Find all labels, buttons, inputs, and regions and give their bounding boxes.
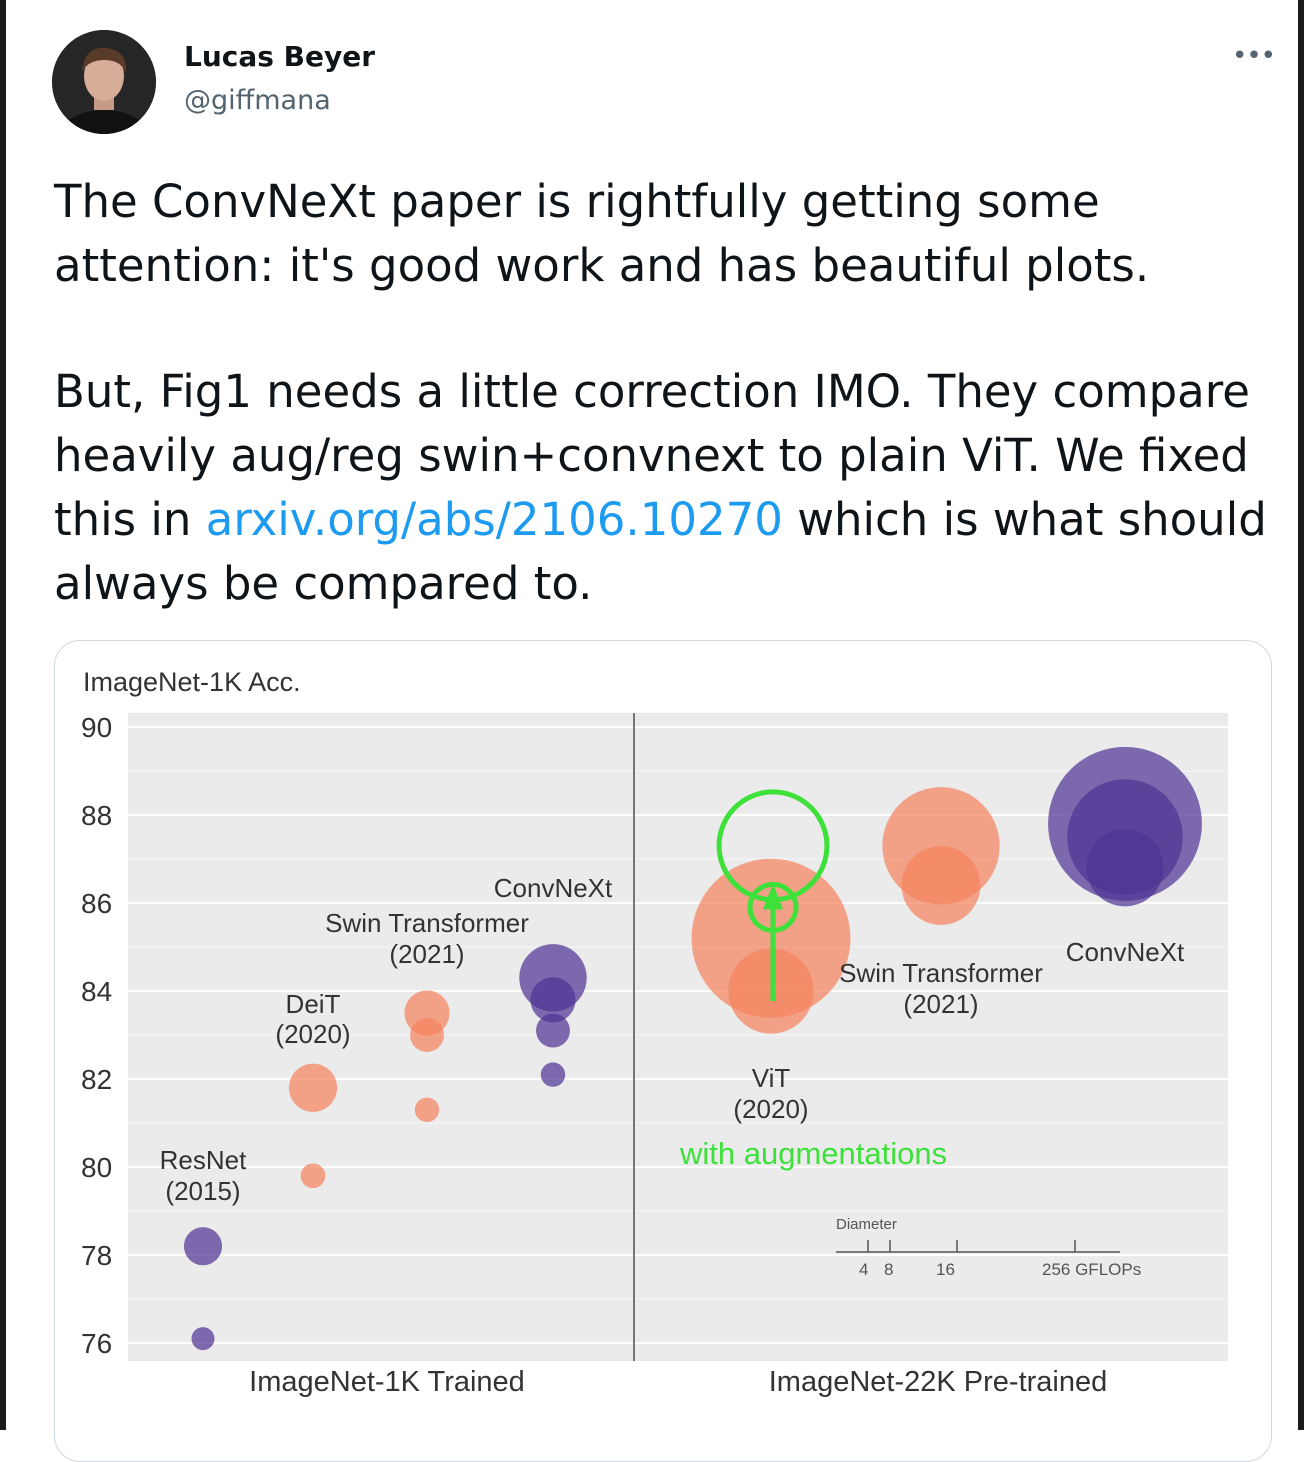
panel-label-right: ImageNet-22K Pre-trained bbox=[769, 1366, 1108, 1398]
author-handle[interactable]: @giffmana bbox=[184, 85, 331, 116]
arxiv-link[interactable]: arxiv.org/abs/2106.10270 bbox=[205, 493, 783, 546]
series-label-name: ConvNeXt bbox=[494, 873, 613, 903]
size-legend: Diameter 4 8 16 256 GFLOPs bbox=[836, 1216, 1141, 1279]
size-legend-label-256: 256 GFLOPs bbox=[1042, 1260, 1141, 1279]
y-tick-label: 84 bbox=[81, 976, 112, 1007]
annotation-arrow-head bbox=[763, 883, 783, 910]
avatar-photo bbox=[52, 30, 156, 134]
series-label-year: (2015) bbox=[165, 1176, 240, 1206]
y-tick-label: 90 bbox=[81, 712, 112, 743]
tweet-text: The ConvNeXt paper is rightfully getting… bbox=[54, 170, 1284, 616]
series-label-year: (2020) bbox=[733, 1094, 808, 1124]
series-label-year: (2021) bbox=[389, 939, 464, 969]
tweet-text-before-link: But, Fig1 needs a little correction IMO.… bbox=[54, 365, 1250, 546]
bubble-deit bbox=[288, 1063, 338, 1112]
bubble-layer bbox=[183, 746, 1202, 1351]
series-labels: ResNet(2015)DeiT(2020)Swin Transformer(2… bbox=[160, 873, 1185, 1206]
media-image-card[interactable]: ImageNet-1K Acc. 90 88 86 84 82 80 78 76 ResNet… bbox=[54, 640, 1272, 1462]
series-label-name: DeiT bbox=[286, 989, 341, 1019]
window-frame-left bbox=[0, 0, 6, 1430]
y-tick-label: 78 bbox=[81, 1240, 112, 1271]
size-legend-label-16: 16 bbox=[936, 1260, 955, 1279]
bubble-resnet bbox=[183, 1227, 223, 1266]
window-frame-right bbox=[1298, 0, 1304, 1430]
tweet-paragraph-2: But, Fig1 needs a little correction IMO.… bbox=[54, 360, 1284, 616]
y-tick-label: 88 bbox=[81, 800, 112, 831]
y-tick-label: 80 bbox=[81, 1152, 112, 1183]
y-tick-label: 86 bbox=[81, 888, 112, 919]
y-tick-label: 76 bbox=[81, 1328, 112, 1359]
more-options-button[interactable]: ••• bbox=[1232, 38, 1276, 74]
bubble-swin-transformer bbox=[901, 845, 981, 925]
panel-label-left: ImageNet-1K Trained bbox=[249, 1366, 525, 1398]
bubble-convnext bbox=[536, 1013, 570, 1048]
series-label-name: Swin Transformer bbox=[839, 958, 1043, 988]
bubble-resnet bbox=[191, 1327, 215, 1351]
size-legend-title: Diameter bbox=[836, 1216, 897, 1233]
bubble-deit bbox=[300, 1163, 326, 1189]
annotation-text: with augmentations bbox=[679, 1136, 947, 1171]
series-label-year: (2020) bbox=[275, 1019, 350, 1049]
tweet-paragraph-1: The ConvNeXt paper is rightfully getting… bbox=[54, 175, 1150, 292]
bubble-convnext bbox=[1086, 829, 1164, 907]
series-label-name: ResNet bbox=[160, 1145, 247, 1175]
bubble-swin-transformer bbox=[414, 1097, 440, 1122]
more-horizontal-icon: ••• bbox=[1232, 41, 1276, 71]
bubble-swin-transformer bbox=[410, 1018, 444, 1052]
y-tick-labels: 90 88 86 84 82 80 78 76 bbox=[81, 712, 112, 1359]
series-label-name: ViT bbox=[752, 1063, 791, 1093]
annotation-layer bbox=[716, 789, 830, 1001]
bubble-convnext bbox=[540, 1062, 566, 1087]
tweet-text-after-link: which is what should always be compared … bbox=[54, 493, 1267, 610]
series-label-name: ConvNeXt bbox=[1066, 937, 1185, 967]
annotation-circle bbox=[747, 881, 799, 933]
series-label-name: Swin Transformer bbox=[325, 908, 529, 938]
size-legend-label-4: 4 bbox=[859, 1260, 868, 1279]
convnext-figure-chart: ImageNet-1K Acc. 90 88 86 84 82 80 78 76 ResNet… bbox=[81, 667, 1228, 1398]
avatar[interactable] bbox=[52, 30, 156, 134]
series-label-year: (2021) bbox=[903, 989, 978, 1019]
y-tick-label: 82 bbox=[81, 1064, 112, 1095]
size-legend-label-8: 8 bbox=[884, 1260, 893, 1279]
y-axis-label: ImageNet-1K Acc. bbox=[83, 667, 301, 697]
author-name[interactable]: Lucas Beyer bbox=[184, 40, 376, 73]
annotation-circle bbox=[716, 789, 830, 903]
bubble-convnext bbox=[530, 977, 576, 1023]
